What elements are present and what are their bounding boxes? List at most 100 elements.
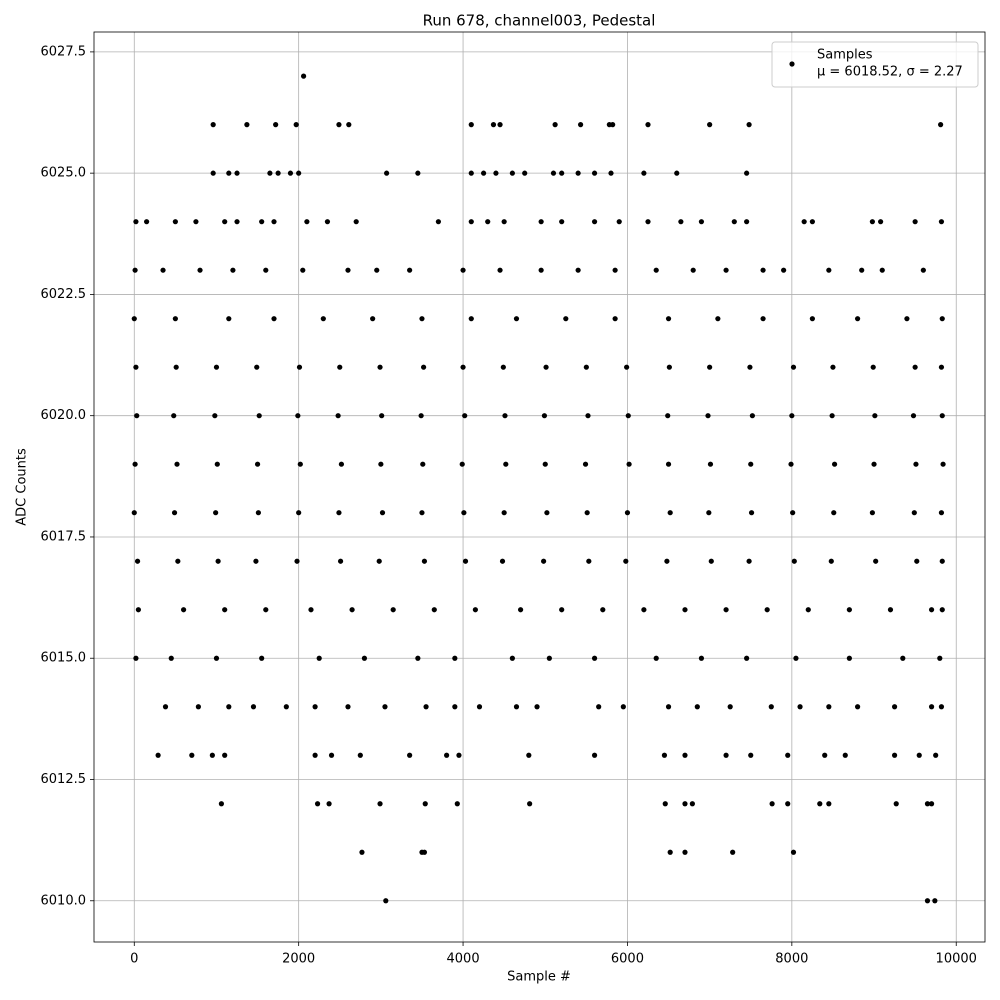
- point: [585, 413, 591, 419]
- point: [764, 607, 770, 613]
- point: [244, 122, 250, 128]
- point: [817, 801, 823, 807]
- point: [250, 704, 257, 710]
- point: [134, 413, 140, 419]
- point: [661, 752, 668, 758]
- point: [624, 364, 630, 370]
- point: [559, 170, 565, 176]
- point: [912, 364, 918, 370]
- point: [938, 219, 945, 225]
- point: [222, 752, 228, 758]
- point: [131, 316, 137, 322]
- point: [452, 655, 458, 661]
- point: [472, 607, 478, 613]
- point: [826, 704, 832, 710]
- point: [131, 510, 137, 516]
- point: [871, 461, 877, 467]
- point: [337, 558, 344, 564]
- point: [879, 267, 885, 273]
- point: [517, 607, 524, 613]
- point: [271, 316, 277, 322]
- point: [938, 704, 945, 710]
- point: [662, 801, 668, 807]
- point: [788, 461, 794, 467]
- point: [273, 122, 279, 128]
- point: [746, 122, 752, 128]
- point: [940, 461, 946, 467]
- point: [379, 510, 386, 516]
- point: [497, 122, 503, 128]
- point: [173, 364, 179, 370]
- point: [230, 267, 236, 273]
- x-tick-label: 8000: [775, 952, 808, 967]
- point: [267, 170, 273, 176]
- point: [698, 655, 705, 661]
- point: [509, 170, 515, 176]
- point: [314, 801, 321, 807]
- point: [509, 655, 515, 661]
- point: [422, 801, 428, 807]
- point: [653, 267, 659, 273]
- point: [682, 752, 688, 758]
- point: [172, 219, 178, 225]
- point: [283, 704, 289, 710]
- point: [135, 607, 141, 613]
- point: [612, 267, 618, 273]
- point: [790, 849, 797, 855]
- point: [513, 704, 520, 710]
- point: [790, 510, 796, 516]
- point: [624, 510, 631, 516]
- y-tick-label: 6012.5: [41, 772, 87, 787]
- point: [831, 461, 838, 467]
- point: [226, 316, 232, 322]
- y-tick-label: 6015.0: [41, 651, 87, 666]
- y-tick-label: 6022.5: [41, 287, 87, 302]
- point: [378, 461, 384, 467]
- point: [682, 849, 688, 855]
- point: [226, 704, 232, 710]
- point: [938, 510, 945, 516]
- point: [526, 752, 532, 758]
- point: [271, 219, 277, 225]
- point: [747, 364, 753, 370]
- point: [698, 219, 705, 225]
- point: [144, 219, 150, 225]
- point: [497, 267, 503, 273]
- point: [822, 752, 828, 758]
- point: [873, 558, 879, 564]
- point: [210, 170, 216, 176]
- point: [359, 849, 365, 855]
- point: [462, 413, 468, 419]
- point: [324, 219, 331, 225]
- point: [938, 122, 944, 128]
- point: [939, 558, 945, 564]
- point: [612, 316, 618, 322]
- point: [900, 655, 906, 661]
- y-tick-label: 6025.0: [41, 166, 87, 181]
- point: [503, 461, 509, 467]
- point: [623, 558, 629, 564]
- legend: Samples μ = 6018.52, σ = 2.27: [771, 41, 979, 88]
- point: [195, 704, 201, 710]
- point: [456, 752, 462, 758]
- point: [444, 752, 450, 758]
- point: [583, 364, 589, 370]
- point: [641, 170, 647, 176]
- point: [928, 704, 935, 710]
- point: [928, 801, 935, 807]
- point: [345, 704, 351, 710]
- point: [304, 219, 310, 225]
- point: [682, 801, 688, 807]
- point: [180, 607, 187, 613]
- point: [452, 704, 458, 710]
- point: [419, 316, 425, 322]
- point: [382, 704, 388, 710]
- point: [522, 170, 528, 176]
- point: [259, 655, 265, 661]
- point: [256, 413, 262, 419]
- point: [263, 607, 269, 613]
- point: [212, 413, 218, 419]
- point: [769, 801, 775, 807]
- point: [678, 219, 684, 225]
- point: [133, 655, 139, 661]
